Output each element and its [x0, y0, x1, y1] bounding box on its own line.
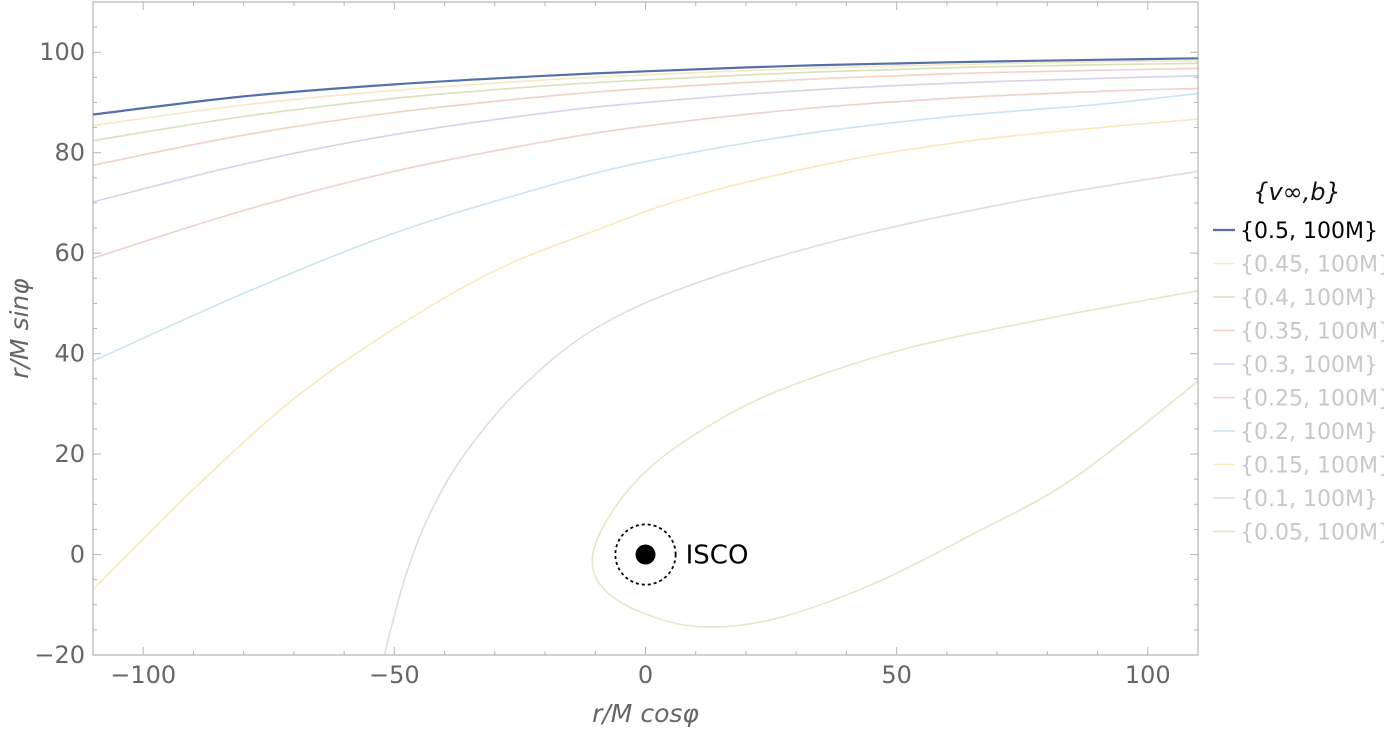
- trajectory-line-4: [93, 75, 1198, 203]
- trajectory-line-5: [93, 87, 1198, 259]
- y-tick-label: 60: [54, 239, 85, 267]
- x-tick-label: −100: [110, 661, 176, 689]
- trajectory-line-9: [591, 290, 1198, 628]
- legend-entry: {0.45, 100M}: [1240, 253, 1384, 278]
- legend-title: {v∞,b}: [1253, 178, 1341, 206]
- legend-entry: {0.35, 100M}: [1240, 320, 1384, 345]
- trajectory-line-8: [383, 170, 1198, 655]
- y-tick-label: 0: [70, 541, 85, 569]
- y-tick-label: 80: [54, 139, 85, 167]
- legend-entry: {0.3, 100M}: [1240, 353, 1378, 378]
- legend-entry: {0.15, 100M}: [1240, 454, 1384, 479]
- legend-entry: {0.1, 100M}: [1240, 487, 1378, 512]
- trajectory-line-6: [93, 92, 1198, 362]
- legend-entry: {0.4, 100M}: [1240, 286, 1378, 311]
- x-tick-label: 0: [638, 661, 653, 689]
- trajectory-line-2: [93, 62, 1198, 142]
- x-axis-title: r/M cosφ: [592, 699, 699, 728]
- trajectory-line-0: [93, 57, 1198, 116]
- trajectory-line-3: [93, 67, 1198, 167]
- x-tick-label: −50: [369, 661, 420, 689]
- y-tick-label: 20: [54, 440, 85, 468]
- x-tick-label: 50: [881, 661, 912, 689]
- trajectory-line-7: [93, 118, 1198, 591]
- trajectory-line-1: [93, 60, 1198, 127]
- legend-entry: {0.5, 100M}: [1240, 219, 1378, 244]
- isco-label: ISCO: [686, 541, 749, 571]
- y-axis-title: r/M sinφ: [5, 278, 34, 379]
- isco-circle: [614, 523, 677, 586]
- black-hole-dot: [635, 544, 656, 565]
- legend-entry: {0.05, 100M}: [1240, 521, 1384, 546]
- x-tick-label: 100: [1125, 661, 1171, 689]
- legend-entry: {0.2, 100M}: [1240, 420, 1378, 445]
- y-tick-label: 100: [39, 38, 85, 66]
- y-tick-label: −20: [34, 641, 85, 669]
- y-tick-label: 40: [54, 340, 85, 368]
- legend-entry: {0.25, 100M}: [1240, 387, 1384, 412]
